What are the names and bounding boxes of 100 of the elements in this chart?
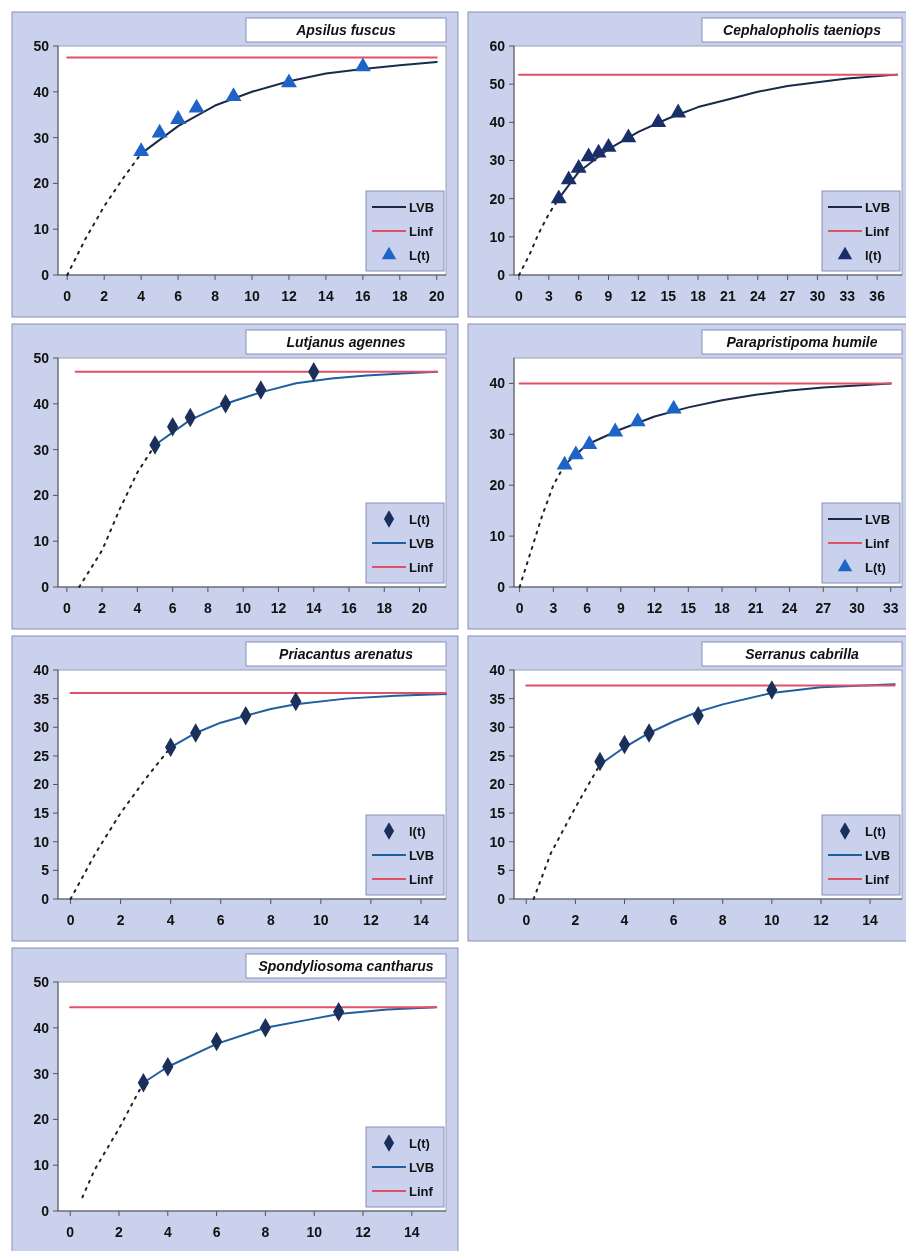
x-tick-label: 16	[341, 600, 357, 616]
legend-label: LVB	[865, 511, 891, 527]
y-tick-label: 20	[33, 175, 50, 192]
legend-label: LVB	[409, 1159, 435, 1175]
point	[550, 189, 567, 204]
point	[590, 143, 607, 158]
x-tick-label: 0	[66, 912, 75, 928]
y-tick-label: 60	[489, 37, 506, 54]
x-tick-label: 6	[583, 600, 592, 616]
x-tick-label: 18	[376, 600, 393, 616]
legend-label: L(t)	[865, 559, 886, 575]
y-tick-label: 20	[33, 1111, 50, 1128]
x-tick-label: 6	[212, 1224, 221, 1240]
legend-label: l(t)	[865, 247, 882, 263]
point	[280, 73, 297, 88]
x-tick-label: 4	[137, 288, 146, 304]
x-tick-label: 14	[318, 288, 334, 304]
y-tick-label: 20	[33, 487, 50, 504]
x-tick-label: 14	[413, 912, 429, 928]
x-tick-label: 2	[116, 912, 125, 928]
x-tick-label: 12	[281, 288, 297, 304]
y-tick-label: 10	[33, 533, 50, 550]
x-tick-label: 12	[363, 912, 379, 928]
y-tick-label: 15	[33, 805, 50, 822]
y-tick-label: 25	[489, 747, 506, 764]
y-tick-label: 30	[33, 719, 50, 736]
y-tick-label: 30	[33, 441, 50, 458]
x-tick-label: 20	[428, 288, 445, 304]
x-tick-label: 18	[392, 288, 408, 304]
legend-label: LVB	[865, 199, 891, 215]
y-tick-label: 40	[33, 1019, 50, 1036]
y-tick-label: 0	[41, 1202, 50, 1219]
y-tick-label: 50	[33, 349, 50, 366]
x-tick-label: 18	[690, 288, 707, 304]
x-tick-label: 30	[809, 288, 826, 304]
x-tick-label: 15	[680, 600, 697, 616]
x-tick-label: 0	[515, 288, 524, 304]
y-tick-label: 50	[489, 76, 506, 93]
y-tick-label: 25	[33, 747, 50, 764]
x-tick-label: 21	[748, 600, 764, 616]
x-tick-label: 6	[669, 912, 678, 928]
legend-label: LVB	[409, 847, 435, 863]
x-tick-label: 3	[549, 600, 558, 616]
y-tick-label: 0	[497, 266, 506, 283]
x-tick-label: 36	[869, 288, 886, 304]
chart-title: Spondyliosoma cantharus	[258, 957, 434, 974]
point	[225, 87, 242, 101]
x-tick-label: 8	[211, 288, 220, 304]
x-tick-label: 6	[174, 288, 183, 304]
x-tick-label: 0	[62, 600, 71, 616]
y-tick-label: 10	[489, 228, 506, 245]
point	[354, 57, 371, 72]
y-tick-label: 10	[489, 528, 506, 545]
y-tick-label: 0	[41, 890, 50, 907]
x-tick-label: 2	[98, 600, 107, 616]
y-tick-label: 30	[489, 152, 506, 169]
chart-title: Cephalopholis taeniops	[723, 21, 882, 38]
x-tick-label: 4	[166, 912, 175, 928]
point	[151, 123, 168, 138]
legend-label: L(t)	[409, 247, 430, 263]
x-tick-label: 2	[100, 288, 109, 304]
y-tick-label: 20	[489, 477, 506, 494]
x-tick-label: 4	[163, 1224, 172, 1240]
x-tick-label: 6	[574, 288, 583, 304]
point	[133, 142, 150, 156]
y-tick-label: 35	[489, 690, 506, 707]
y-tick-label: 10	[33, 833, 50, 850]
y-tick-label: 50	[33, 37, 50, 54]
x-tick-label: 9	[604, 288, 613, 304]
x-tick-label: 18	[714, 600, 731, 616]
point	[188, 98, 205, 113]
y-tick-label: 0	[41, 266, 50, 283]
chart-title: Apsilus fuscus	[295, 21, 396, 38]
y-tick-label: 5	[41, 862, 50, 879]
y-tick-label: 10	[33, 221, 50, 238]
x-tick-label: 15	[660, 288, 677, 304]
y-tick-label: 0	[497, 890, 506, 907]
x-tick-label: 14	[305, 600, 322, 616]
legend-label: Linf	[409, 871, 434, 887]
x-tick-label: 2	[571, 912, 580, 928]
x-tick-label: 9	[616, 600, 625, 616]
y-tick-label: 20	[489, 776, 506, 793]
x-tick-label: 30	[849, 600, 866, 616]
point	[556, 455, 573, 470]
x-tick-label: 0	[66, 1224, 75, 1240]
x-tick-label: 33	[839, 288, 856, 304]
point	[607, 422, 624, 437]
x-tick-label: 27	[815, 600, 832, 616]
x-tick-label: 12	[646, 600, 663, 616]
point	[170, 110, 187, 124]
point	[620, 128, 637, 143]
x-tick-label: 10	[235, 600, 252, 616]
x-tick-label: 10	[306, 1224, 323, 1240]
legend-label: Linf	[409, 223, 434, 239]
x-tick-label: 0	[63, 288, 72, 304]
chart-title: Lutjanus agennes	[286, 333, 406, 350]
x-tick-label: 27	[779, 288, 796, 304]
y-tick-label: 30	[489, 719, 506, 736]
x-tick-label: 4	[133, 600, 142, 616]
legend-label: L(t)	[409, 1135, 430, 1151]
